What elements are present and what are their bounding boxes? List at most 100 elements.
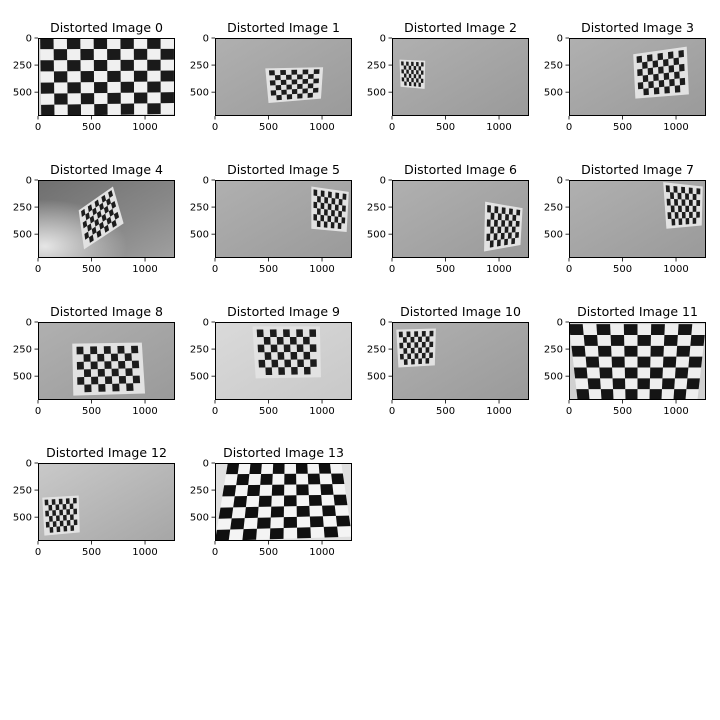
checker-square [280,79,287,85]
x-tick-label: 0 [212,264,218,275]
checker-square [664,86,670,94]
checker-square [650,345,664,357]
checker-square [101,194,107,203]
x-tick-label: 1000 [663,122,688,133]
checker-square [421,341,426,348]
x-tick-label: 0 [35,122,41,133]
panel-image [215,322,352,400]
checker-square [226,463,240,475]
checker-square [341,217,346,224]
checker-square [302,78,309,84]
checker-square [70,514,74,521]
checker-square [73,519,78,526]
checker-square [421,331,426,337]
panel-5: Distorted Image 5 0 250 500 0 500 1000 [190,162,352,275]
checker-square [283,344,291,353]
checker-square [320,190,325,197]
checker-square [414,331,419,337]
checker-square [493,233,498,241]
checker-square [408,73,412,78]
panel-10: Distorted Image 10 0 250 500 0 500 1000 [367,304,529,417]
checker-square [571,345,586,357]
y-tick-label: 250 [190,61,209,72]
panel-title: Distorted Image 8 [50,304,163,319]
checker-square [236,474,250,486]
y-tick-label: 0 [557,34,563,45]
checker-square [650,324,665,335]
y-tick-label: 250 [367,203,386,214]
checker-square [271,484,285,496]
checker-square [40,82,55,94]
y-tick-label: 500 [544,230,563,241]
checker-square [96,229,102,238]
panel-title: Distorted Image 9 [227,304,340,319]
checker-square [270,506,284,518]
checker-square [342,193,347,200]
checker-square [302,336,310,345]
checkerboard [215,463,351,541]
checker-square [583,335,598,346]
y-tick-label: 500 [544,372,563,383]
checkerboard [636,49,686,96]
checker-square [308,74,314,79]
y-tick-label: 500 [367,88,386,99]
checker-square [685,193,689,200]
checker-square [328,191,332,198]
checker-square [333,494,348,506]
checker-square [401,69,404,74]
y-tick-label: 0 [380,318,386,329]
checker-square [681,211,686,219]
checker-square [692,193,697,201]
y-tick-label: 0 [203,459,209,470]
checker-square [401,77,405,82]
x-tick-label: 0 [35,264,41,275]
checker-square [84,384,92,393]
x-tick-label: 1000 [486,406,511,417]
checkerboard [313,189,347,230]
checker-square [62,503,67,510]
checker-square [283,516,298,528]
checker-square [286,94,293,100]
checker-square [272,463,285,474]
checker-square [490,212,495,220]
checker-square [218,507,234,519]
checker-square [67,104,82,116]
checker-square [45,510,50,517]
x-tick-label: 0 [566,406,572,417]
checker-square [263,337,271,345]
checker-square [666,198,671,206]
checker-square [637,335,651,346]
checker-square [341,205,346,212]
checker-square [44,499,49,506]
checker-square [313,78,319,84]
checker-square [515,220,520,227]
panel-image [392,322,529,400]
checker-square [317,196,321,203]
checker-square [404,81,407,86]
checker-square [297,83,303,89]
checker-square [327,215,332,223]
y-tick-label: 500 [190,513,209,524]
checker-square [290,351,298,360]
checker-square [413,82,417,87]
checker-square [668,65,675,73]
checker-square [258,359,266,368]
checker-square [303,351,311,360]
checker-square [688,187,693,194]
checker-square [104,376,113,385]
checker-square [318,463,332,474]
checker-square [500,232,505,240]
x-tick-label: 1000 [486,122,511,133]
checker-square [160,48,174,60]
checker-square [296,505,310,517]
checker-square [242,528,257,541]
checker-square [497,213,502,221]
checker-square [334,216,339,223]
checker-square [658,79,665,88]
checker-square [516,209,521,216]
y-tick-label: 500 [190,88,209,99]
axes-frame [392,322,529,400]
checker-square [215,529,231,541]
checker-square [413,74,417,79]
checker-square [147,81,161,93]
